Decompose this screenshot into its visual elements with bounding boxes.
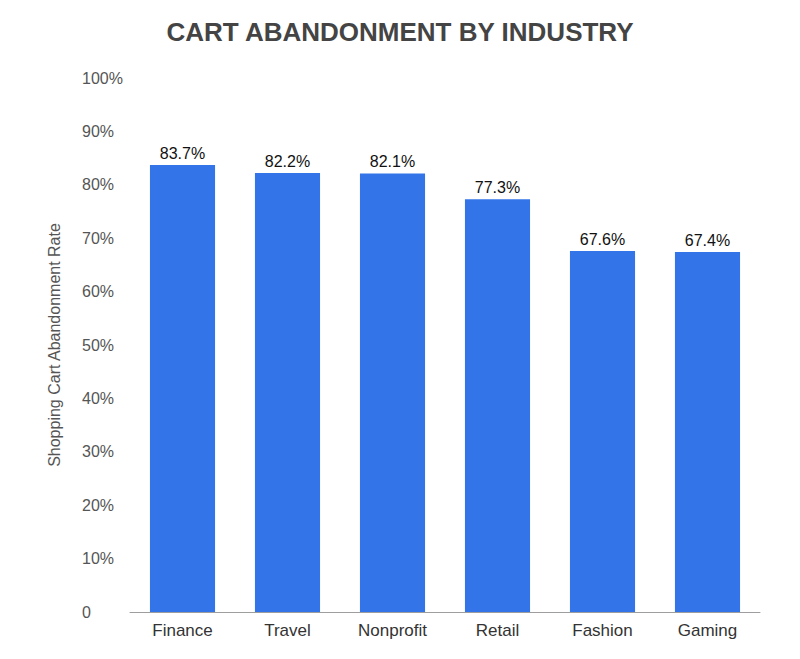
svg-text:70%: 70% (82, 230, 114, 247)
svg-text:80%: 80% (82, 176, 114, 193)
svg-text:Finance: Finance (152, 621, 212, 640)
svg-text:Fashion: Fashion (572, 621, 632, 640)
svg-text:67.4%: 67.4% (685, 232, 730, 249)
svg-text:Retail: Retail (476, 621, 519, 640)
svg-text:82.2%: 82.2% (265, 153, 310, 170)
svg-text:Gaming: Gaming (678, 621, 738, 640)
svg-text:100%: 100% (82, 70, 123, 87)
svg-text:0: 0 (82, 604, 91, 621)
svg-text:CART ABANDONMENT BY INDUSTRY: CART ABANDONMENT BY INDUSTRY (166, 17, 633, 47)
svg-text:60%: 60% (82, 283, 114, 300)
svg-text:82.1%: 82.1% (370, 153, 415, 170)
svg-text:67.6%: 67.6% (580, 231, 625, 248)
svg-text:30%: 30% (82, 443, 114, 460)
svg-text:Travel: Travel (264, 621, 311, 640)
svg-text:20%: 20% (82, 497, 114, 514)
svg-text:83.7%: 83.7% (160, 145, 205, 162)
svg-text:Nonprofit: Nonprofit (358, 621, 427, 640)
svg-text:77.3%: 77.3% (475, 179, 520, 196)
svg-text:Shopping Cart Abandonment Rate: Shopping Cart Abandonment Rate (46, 223, 63, 467)
svg-text:40%: 40% (82, 390, 114, 407)
svg-text:50%: 50% (82, 337, 114, 354)
svg-text:10%: 10% (82, 550, 114, 567)
svg-text:90%: 90% (82, 123, 114, 140)
